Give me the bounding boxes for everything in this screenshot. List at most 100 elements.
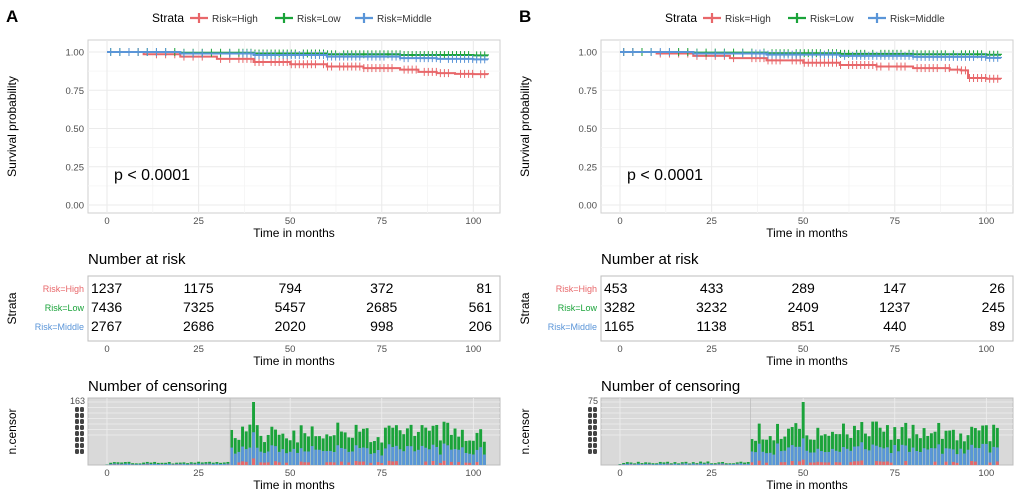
censor-bar-low bbox=[391, 427, 395, 465]
censor-bar-middle bbox=[332, 451, 336, 465]
risk-row-label: Risk=Low bbox=[45, 303, 85, 313]
risk-cell: 2409 bbox=[788, 299, 819, 315]
censor-bar-low bbox=[277, 434, 281, 465]
censor-bar-middle bbox=[761, 451, 765, 465]
censor-bar-high bbox=[889, 462, 893, 465]
censor-bar-high bbox=[380, 463, 384, 465]
censor-bar-middle bbox=[131, 464, 135, 465]
censor-bar-middle bbox=[277, 451, 281, 465]
censor-bar-middle bbox=[874, 445, 878, 465]
crowded-tick-label bbox=[75, 449, 79, 454]
censor-bar-middle bbox=[299, 448, 303, 465]
censor-bar-middle bbox=[765, 453, 769, 465]
censor-bar-middle bbox=[112, 463, 116, 465]
censor-bar-middle bbox=[398, 449, 402, 465]
censor-bar-middle bbox=[361, 447, 365, 465]
censor-bar-high bbox=[237, 462, 241, 465]
censor-bar-middle bbox=[233, 453, 237, 465]
censor-bar-high bbox=[358, 461, 362, 465]
censor-bar-high bbox=[838, 462, 842, 465]
censor-bar-middle bbox=[680, 463, 684, 465]
panel-label: A bbox=[6, 7, 18, 26]
censor-bar-middle bbox=[376, 450, 380, 465]
censor-bar-low bbox=[812, 439, 816, 465]
censor-bar-high bbox=[904, 461, 908, 465]
censor-bar-middle bbox=[281, 449, 285, 465]
risk-cell: 1237 bbox=[91, 280, 122, 296]
censor-bar-low bbox=[995, 427, 999, 465]
censoring-x-tick-label: 100 bbox=[978, 468, 994, 479]
risk-row-label: Risk=High bbox=[43, 284, 84, 294]
censor-bar-middle bbox=[237, 451, 241, 465]
risk-x-axis-title: Time in months bbox=[253, 354, 335, 368]
censoring-y-title: n.censor bbox=[518, 408, 532, 454]
crowded-tick-label bbox=[588, 425, 592, 430]
censor-bar-middle bbox=[347, 451, 351, 465]
censor-bar-middle bbox=[787, 447, 790, 465]
censor-bar-middle bbox=[984, 443, 988, 465]
censor-bar-high bbox=[970, 460, 974, 465]
censoring-x-tick-label: 50 bbox=[798, 468, 809, 479]
censor-bar-high bbox=[442, 460, 446, 465]
censor-bar-low bbox=[208, 461, 212, 465]
legend-item-label: Risk=High bbox=[212, 14, 258, 25]
censor-bar-middle bbox=[468, 453, 472, 465]
censor-bar-low bbox=[794, 423, 798, 465]
censor-bar-middle bbox=[636, 463, 640, 465]
censor-bar-middle bbox=[303, 451, 307, 465]
censor-bar-middle bbox=[823, 452, 827, 465]
risk-cell: 372 bbox=[370, 280, 394, 296]
censor-bar-low bbox=[153, 461, 157, 465]
censor-bar-middle bbox=[838, 451, 842, 465]
censor-bar-middle bbox=[318, 449, 321, 465]
censor-bar-low bbox=[233, 438, 237, 465]
censor-bar-low bbox=[248, 424, 252, 465]
risk-cell: 2767 bbox=[91, 318, 122, 334]
risk-cell: 1165 bbox=[604, 318, 634, 334]
censor-bar-middle bbox=[409, 446, 413, 465]
censoring-x-axis-title: Time in months bbox=[766, 478, 848, 492]
censor-bar-low bbox=[226, 461, 230, 465]
censor-bar-low bbox=[230, 429, 234, 465]
censor-bar-middle bbox=[772, 454, 776, 465]
censor-bar-middle bbox=[794, 446, 798, 465]
censor-bar-low bbox=[695, 463, 699, 465]
censor-bar-low bbox=[127, 461, 131, 465]
risk-x-tick-label: 25 bbox=[193, 344, 204, 355]
censor-bar-middle bbox=[182, 463, 186, 465]
censor-bar-high bbox=[339, 461, 343, 465]
censor-bar-low bbox=[325, 434, 329, 465]
censor-bar-low bbox=[197, 461, 201, 465]
censor-bar-high bbox=[266, 462, 270, 465]
y-tick-label: 0.75 bbox=[579, 86, 598, 97]
risk-x-tick-label: 50 bbox=[798, 344, 809, 355]
legend-item-label: Risk=Middle bbox=[890, 14, 945, 25]
censor-bar-low bbox=[746, 462, 750, 465]
censor-bar-middle bbox=[230, 447, 234, 465]
risk-x-tick-label: 50 bbox=[285, 344, 296, 355]
legend-title: Strata bbox=[665, 11, 697, 25]
risk-x-tick-label: 100 bbox=[978, 344, 994, 355]
censor-bar-low bbox=[369, 442, 373, 465]
censor-bar-low bbox=[149, 462, 153, 465]
censor-bar-low bbox=[735, 462, 739, 465]
censor-bar-low bbox=[918, 438, 922, 465]
censor-bar-middle bbox=[820, 451, 823, 465]
censor-bar-low bbox=[241, 426, 245, 465]
censor-bar-middle bbox=[937, 444, 941, 465]
censor-bar-middle bbox=[812, 452, 816, 465]
censor-bar-middle bbox=[790, 445, 794, 465]
censor-bar-high bbox=[852, 461, 856, 465]
censor-bar-middle bbox=[369, 453, 373, 465]
censor-bar-low bbox=[904, 422, 908, 465]
censor-bar-middle bbox=[948, 448, 952, 465]
legend-item-label: Risk=High bbox=[725, 14, 771, 25]
censor-bar-middle bbox=[658, 463, 662, 465]
censor-bar-middle bbox=[241, 446, 245, 465]
censor-bar-high bbox=[376, 462, 380, 465]
risk-table-title: Number at risk bbox=[601, 251, 699, 268]
censor-bar-low bbox=[383, 427, 387, 465]
censor-bar-low bbox=[677, 463, 681, 465]
survival-curve-middle bbox=[620, 51, 1002, 59]
risk-x-tick-label: 100 bbox=[465, 344, 481, 355]
